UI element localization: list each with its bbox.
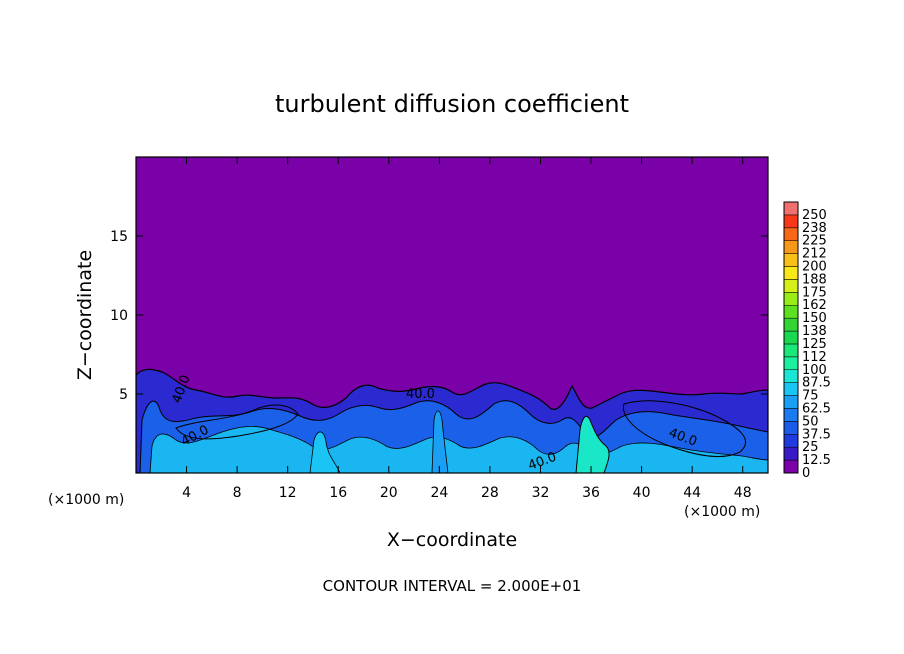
colorbar-label: 138	[802, 324, 827, 339]
colorbar-swatch	[783, 369, 799, 383]
plume-16	[309, 431, 341, 473]
x-tick-label: 44	[683, 485, 701, 501]
x-unit-label-left: (×1000 m)	[48, 492, 124, 508]
colorbar-label: 175	[802, 285, 827, 300]
colorbar-swatch	[783, 240, 799, 254]
colorbar-label: 0	[802, 466, 810, 481]
colorbar-swatch	[783, 382, 799, 396]
x-unit-label-right: (×1000 m)	[684, 504, 760, 520]
colorbar-swatch	[783, 356, 799, 371]
colorbar-label: 250	[802, 208, 827, 223]
orbit-contour-left	[175, 404, 299, 440]
x-tick-label: 20	[380, 485, 398, 501]
colorbar-swatch	[783, 459, 799, 474]
x-tick-label: 28	[481, 485, 499, 501]
x-tick-label: 24	[430, 485, 448, 501]
colorbar-swatch	[783, 227, 799, 241]
chart-title: turbulent diffusion coefficient	[275, 90, 629, 118]
colorbar-swatch	[783, 279, 799, 293]
colorbar-label: 25	[802, 440, 819, 455]
colorbar-label: 37.5	[802, 427, 831, 442]
colorbar-label: 112	[802, 350, 827, 365]
colorbar-label: 238	[802, 221, 827, 236]
colorbar-swatch	[783, 421, 799, 435]
colorbar-swatch	[783, 201, 799, 216]
x-tick-label: 12	[279, 485, 297, 501]
colorbar-swatch	[783, 330, 799, 345]
x-tick-label: 48	[734, 485, 752, 501]
colorbar-swatch	[783, 343, 799, 358]
colorbar-label: 162	[802, 298, 827, 313]
colorbar-frame	[783, 201, 799, 474]
x-tick-label: 36	[582, 485, 600, 501]
colorbar-label: 200	[802, 260, 827, 275]
colorbar-swatch	[783, 446, 799, 461]
x-axis-label: X−coordinate	[387, 529, 517, 551]
y-tick-label: 15	[110, 229, 128, 245]
x-tick-label: 40	[633, 485, 651, 501]
strong-plume-36	[575, 415, 610, 473]
colorbar-label: 150	[802, 311, 827, 326]
contour-label: 40.0	[406, 387, 435, 402]
colorbar-swatch	[783, 408, 799, 422]
colorbar-swatch	[783, 317, 799, 332]
x-tick-label: 8	[233, 485, 242, 501]
colorbar-swatch	[783, 266, 799, 280]
colorbar-swatch	[783, 434, 799, 448]
plume-24	[431, 410, 449, 473]
colorbar-label: 125	[802, 337, 827, 352]
y-tick-label: 5	[119, 387, 128, 403]
colorbar-label: 188	[802, 272, 827, 287]
colorbar-swatch	[783, 304, 799, 319]
contour-interval-note: CONTOUR INTERVAL = 2.000E+01	[323, 577, 582, 595]
colorbar-swatch	[783, 395, 799, 409]
colorbar-label: 12.5	[802, 453, 831, 468]
colorbar-label: 100	[802, 363, 827, 378]
x-tick-label: 4	[182, 485, 191, 501]
colorbar-label: 225	[802, 234, 827, 249]
y-tick-label: 10	[110, 308, 128, 324]
y-axis-label: Z−coordinate	[74, 250, 96, 380]
colorbar-label: 75	[802, 389, 819, 404]
x-axis-ticks: 4 8 12 16 20 24 28 32 36 40 44 48	[182, 157, 752, 501]
colorbar-swatch	[783, 292, 799, 306]
colorbar-label: 50	[802, 414, 819, 429]
orbit-contour-right	[623, 400, 747, 458]
x-tick-label: 16	[329, 485, 347, 501]
field-texture	[136, 360, 768, 473]
colorbar-swatch	[783, 214, 799, 229]
high-layer	[149, 426, 768, 473]
colorbar: 012.52537.55062.57587.510011212513815016…	[783, 201, 831, 481]
x-tick-label: 32	[532, 485, 550, 501]
colorbar-label: 62.5	[802, 401, 831, 416]
colorbar-swatch	[783, 253, 799, 267]
colorbar-label: 87.5	[802, 376, 831, 391]
y-axis-ticks: 5 10 15	[110, 229, 768, 403]
turbulence-field	[136, 360, 768, 473]
colorbar-label: 212	[802, 247, 827, 262]
